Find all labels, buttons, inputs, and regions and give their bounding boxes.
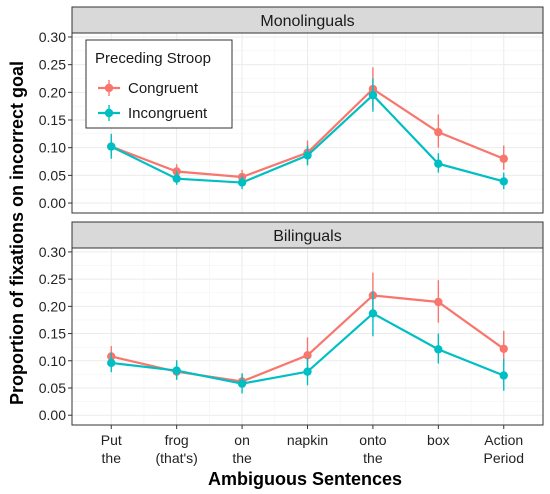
facet-title: Monolinguals [260, 13, 354, 30]
panel-border [71, 32, 544, 214]
data-point [237, 379, 247, 388]
data-point [303, 367, 312, 376]
legend-label: Incongruent [128, 105, 208, 122]
y-tick-label: 0.05 [39, 380, 66, 396]
x-tick-label: napkin [287, 432, 328, 448]
data-point [499, 344, 508, 354]
legend-point [104, 83, 114, 93]
data-point [237, 178, 247, 187]
data-point [303, 151, 312, 160]
x-tick-label: Put the [101, 432, 122, 466]
y-tick-label: 0.25 [39, 271, 66, 287]
y-tick-label: 0.20 [39, 298, 66, 314]
facet-strip [71, 6, 544, 34]
y-axis-title: Proportion of fixations on incorrect goa… [7, 61, 27, 405]
facet-title: Bilinguals [273, 228, 341, 245]
data-point [499, 154, 508, 163]
y-tick-label: 0.00 [39, 407, 66, 423]
legend-point [104, 108, 114, 118]
y-tick-label: 0.10 [39, 353, 66, 369]
x-tick-label: onto the [359, 432, 386, 466]
legend-label: Congruent [128, 80, 199, 97]
x-axis: Put the frog (that's) on the napkin onto the box A… [101, 425, 524, 466]
y-tick-label: 0.15 [39, 326, 66, 342]
x-tick-label: box [427, 432, 450, 448]
data-point [368, 90, 378, 100]
data-point [368, 309, 378, 318]
legend-title: Preceding Stroop [95, 50, 211, 67]
y-tick-label: 0.30 [39, 29, 66, 45]
legend: Preceding Stroop Congruent Incongruent [85, 39, 233, 129]
data-point [172, 174, 181, 183]
data-point [107, 142, 116, 151]
legend-entry-incongruent: Incongruent [98, 105, 208, 122]
y-tick-label: 0.05 [39, 167, 66, 183]
series-incongruent [107, 291, 508, 394]
x-tick-label: Action Period [484, 432, 524, 466]
facet-strip [71, 221, 544, 249]
y-tick-label: 0.25 [39, 57, 66, 73]
data-point [434, 127, 443, 137]
y-tick-label: 0.10 [39, 140, 66, 156]
y-tick-label: 0.30 [39, 244, 66, 260]
data-point [434, 159, 443, 168]
series-incongruent [107, 78, 508, 190]
x-tick-label: on the [232, 432, 252, 466]
data-point [499, 177, 508, 186]
data-point [172, 366, 181, 375]
legend-entry-congruent: Congruent [98, 80, 199, 97]
y-tick-label: 0.00 [39, 195, 66, 211]
data-point [303, 351, 312, 360]
x-axis-title: Ambiguous Sentences [208, 469, 402, 489]
data-point [434, 297, 443, 307]
data-point [499, 371, 508, 380]
data-point [107, 358, 116, 368]
y-tick-label: 0.15 [39, 112, 66, 128]
y-tick-label: 0.20 [39, 84, 66, 100]
panel-bilinguals: Bilinguals 0.00 0.05 0.10 0.15 0.20 0.25 0.30 [39, 221, 544, 426]
x-tick-label: frog (that's) [155, 432, 197, 466]
data-point [434, 345, 443, 354]
